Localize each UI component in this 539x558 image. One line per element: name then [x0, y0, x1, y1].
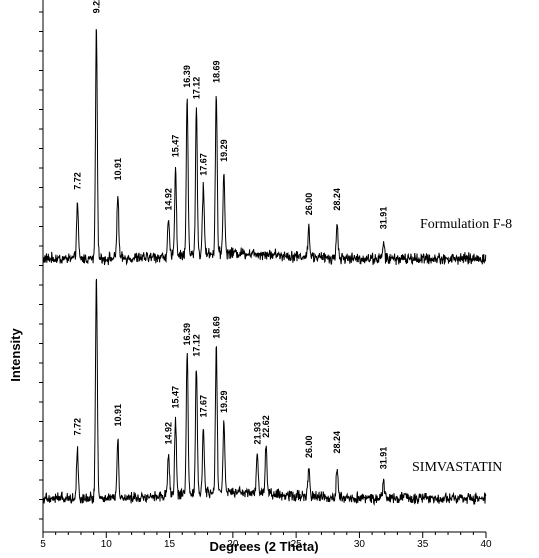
- peak-label: 19.29: [219, 390, 229, 413]
- peak-label: 16.39: [182, 65, 192, 88]
- x-axis-title: Degrees (2 Theta): [209, 539, 318, 554]
- peak-label: 28.24: [332, 431, 342, 454]
- peak-label: 17.67: [198, 395, 208, 418]
- x-tick-label: 10: [101, 539, 113, 550]
- x-tick-label: 20: [227, 539, 239, 550]
- x-tick-label: 30: [354, 539, 366, 550]
- peak-label: 15.47: [171, 386, 181, 409]
- peak-label: 17.12: [191, 77, 201, 100]
- peak-label: 31.91: [379, 207, 389, 230]
- peak-label: 9.22: [91, 0, 101, 13]
- peak-label: 28.24: [332, 188, 342, 211]
- peak-label: 7.72: [72, 172, 82, 190]
- x-tick-label: 15: [164, 539, 176, 550]
- peak-label: 18.69: [211, 60, 221, 83]
- x-tick-label: 5: [40, 539, 46, 550]
- peak-label: 19.29: [219, 139, 229, 162]
- peak-label: 18.69: [211, 316, 221, 339]
- series-name-label: SIMVASTATIN: [412, 460, 502, 475]
- series-name-label: Formulation F-8: [420, 217, 512, 232]
- x-tick-label: 40: [480, 539, 492, 550]
- peak-label: 17.67: [198, 153, 208, 176]
- peak-label: 7.72: [72, 418, 82, 436]
- peak-label: 16.39: [182, 323, 192, 346]
- peak-label: 15.47: [171, 135, 181, 158]
- series-line: [42, 278, 487, 507]
- peak-label: 10.91: [113, 158, 123, 181]
- x-tick-label: 25: [291, 539, 303, 550]
- series-line: [42, 29, 487, 266]
- peak-label: 14.92: [164, 188, 174, 211]
- peak-label: 26.00: [304, 435, 314, 458]
- peak-label: 14.92: [164, 422, 174, 445]
- peak-label: 31.91: [379, 447, 389, 470]
- peak-label: 17.12: [191, 334, 201, 357]
- peak-label: 10.91: [113, 404, 123, 427]
- y-axis-title: Intensity: [8, 328, 23, 382]
- peak-label: 22.62: [261, 415, 271, 438]
- peak-label: 26.00: [304, 193, 314, 216]
- x-tick-label: 35: [417, 539, 429, 550]
- peak-label: 21.93: [252, 422, 262, 445]
